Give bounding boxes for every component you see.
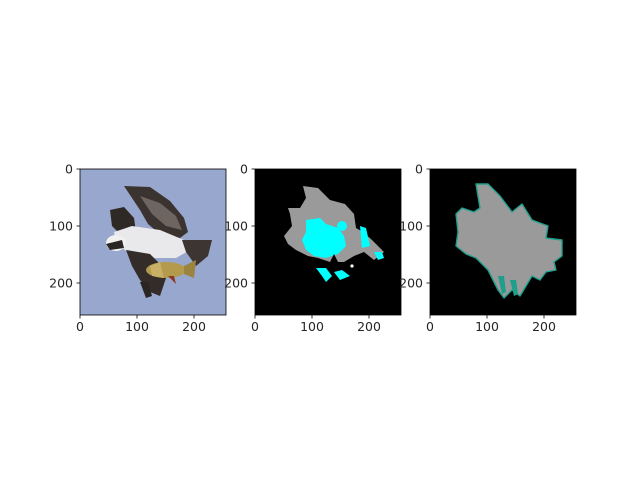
predicted-mask-y-tick-label: 200 xyxy=(399,276,423,291)
segmentation-mask-x-tick-label: 200 xyxy=(357,319,381,334)
panel-photo: 0 100 200 0 100 200 xyxy=(49,162,227,334)
predicted-mask-x-tick-label: 100 xyxy=(475,319,499,334)
panel-segmentation-mask: 0 100 200 0 100 200 xyxy=(224,162,402,334)
predicted-mask-frame xyxy=(429,168,577,316)
predicted-mask-y-axis: 0 100 200 xyxy=(399,162,430,291)
photo-x-tick-label: 200 xyxy=(182,319,206,334)
predicted-mask-x-tick-label: 200 xyxy=(532,319,556,334)
segmentation-mask-image xyxy=(255,169,401,315)
predicted-mask-y-tick-label: 0 xyxy=(415,162,423,177)
segmentation-mask-x-axis: 0 100 200 xyxy=(251,315,381,334)
osprey-photo xyxy=(80,169,226,315)
photo-y-axis: 0 100 200 xyxy=(49,162,80,291)
photo-x-tick-label: 0 xyxy=(76,319,84,334)
segmentation-mask-x-tick-label: 100 xyxy=(300,319,324,334)
photo-y-tick-label: 100 xyxy=(49,219,73,234)
segmentation-mask-y-tick-label: 100 xyxy=(224,219,248,234)
photo-y-tick-label: 200 xyxy=(49,276,73,291)
photo-y-tick-label: 0 xyxy=(65,162,73,177)
photo-x-axis: 0 100 200 xyxy=(76,315,206,334)
segmentation-mask-y-tick-label: 0 xyxy=(240,162,248,177)
segmentation-mask-frame xyxy=(254,168,402,316)
segmentation-mask-y-tick-label: 200 xyxy=(224,276,248,291)
photo-frame xyxy=(79,168,227,316)
predicted-mask-y-tick-label: 100 xyxy=(399,219,423,234)
segmentation-mask-x-tick-label: 0 xyxy=(251,319,259,334)
photo-x-tick-label: 100 xyxy=(125,319,149,334)
predicted-mask-x-tick-label: 0 xyxy=(426,319,434,334)
predicted-mask-x-axis: 0 100 200 xyxy=(426,315,556,334)
segmentation-mask-y-axis: 0 100 200 xyxy=(224,162,255,291)
predicted-mask-image xyxy=(430,169,576,315)
panel-predicted-mask: 0 100 200 0 100 200 xyxy=(399,162,577,334)
